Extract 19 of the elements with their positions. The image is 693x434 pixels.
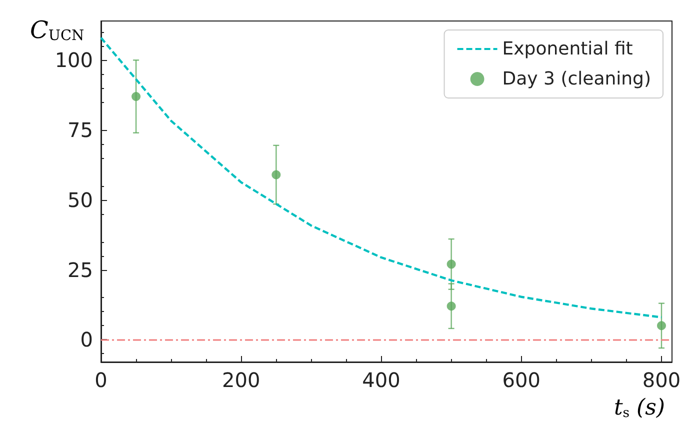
legend-label: Day 3 (cleaning) bbox=[502, 68, 652, 90]
y-tick-label: 75 bbox=[68, 118, 93, 142]
point bbox=[132, 92, 141, 101]
y-tick-label: 50 bbox=[68, 188, 93, 212]
point bbox=[657, 321, 666, 330]
x-tick-label: 0 bbox=[94, 368, 108, 392]
line-series bbox=[100, 36, 663, 318]
legend-label: Exponential fit bbox=[502, 38, 633, 60]
x-tick-label: 800 bbox=[642, 368, 681, 392]
x-tick-label: 400 bbox=[362, 368, 400, 392]
y-tick-label: 25 bbox=[68, 258, 93, 282]
point bbox=[446, 260, 456, 269]
x-tick-label: 200 bbox=[222, 368, 260, 392]
y-tick-label: 0 bbox=[80, 328, 93, 352]
y-axis-title: CUCN bbox=[30, 16, 84, 44]
y-tick-label: 100 bbox=[54, 48, 93, 72]
point bbox=[272, 170, 281, 180]
x-tick-label: 600 bbox=[502, 368, 540, 392]
point bbox=[446, 302, 456, 311]
